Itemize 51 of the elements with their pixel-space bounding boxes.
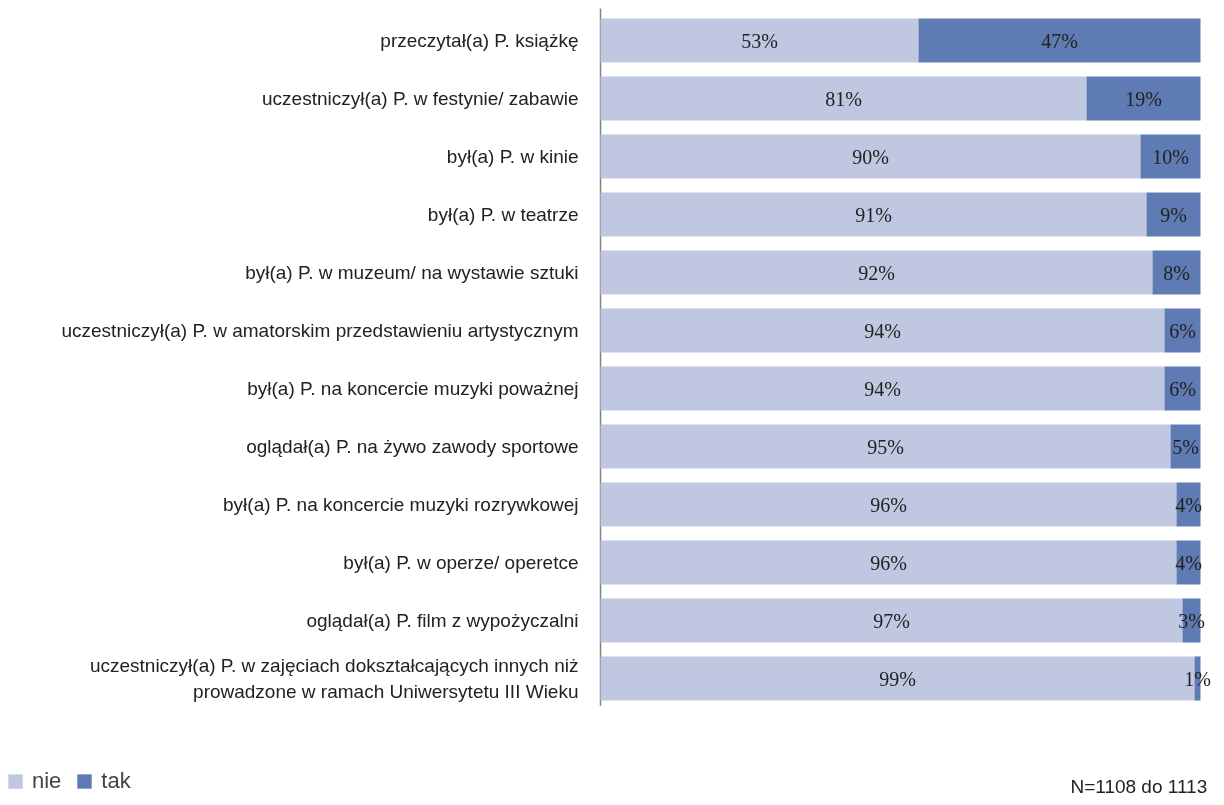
bar [1146, 192, 1201, 237]
data-label: 81% [825, 87, 862, 110]
data-label: 96% [870, 551, 907, 574]
data-label: 53% [741, 29, 778, 52]
data-label: 96% [870, 493, 907, 516]
y-tick-label: był(a) P. w muzeum/ na wystawie sztuki [245, 262, 579, 283]
y-tick-label: był(a) P. w operze/ operetce [343, 552, 579, 573]
y-tick-label: przeczytał(a) P. książkę [380, 30, 579, 51]
bar [600, 134, 1141, 179]
bar [600, 76, 1087, 121]
y-tick-label: był(a) P. na koncercie muzyki poważnej [247, 378, 579, 399]
bar [600, 540, 1177, 585]
bar [600, 366, 1165, 411]
bar [600, 424, 1171, 469]
bar [1140, 134, 1201, 179]
legend-label: tak [101, 768, 131, 794]
y-tick-label: uczestniczył(a) P. w zajęciach dokształcających innych niż prowadzone w ramach Uniwersytetu III Wieku [89, 654, 579, 703]
data-label: 47% [1041, 29, 1078, 52]
bar [1152, 250, 1201, 295]
bar [1086, 76, 1201, 121]
data-label: 99% [879, 667, 916, 690]
data-label: 6% [1169, 319, 1196, 342]
data-label: 1% [1184, 667, 1211, 690]
data-label: 10% [1152, 145, 1189, 168]
data-label: 90% [852, 145, 889, 168]
data-label: 94% [864, 377, 901, 400]
y-tick-label: oglądał(a) P. film z wypożyczalni [306, 610, 579, 631]
bar [600, 192, 1147, 237]
bar [600, 18, 919, 63]
data-label: 19% [1125, 87, 1162, 110]
data-label: 94% [864, 319, 901, 342]
data-label: 8% [1163, 261, 1190, 284]
text: N=1108 do 1113 [1070, 775, 1208, 797]
legend-label: nie [32, 768, 62, 794]
y-tick-label: uczestniczył(a) P. w amatorskim przedstawieniu artystycznym [61, 320, 579, 341]
data-label: 95% [867, 435, 904, 458]
data-label: 92% [858, 261, 895, 284]
y-tick-label: uczestniczył(a) P. w festynie/ zabawie [262, 88, 579, 109]
bar [918, 18, 1201, 63]
bar [600, 308, 1165, 353]
data-label: 5% [1172, 435, 1199, 458]
data-label: 97% [873, 609, 910, 632]
data-label: 91% [855, 203, 892, 226]
y-tick-label: był(a) P. w teatrze [427, 204, 579, 225]
y-tick-label: był(a) P. na koncercie muzyki rozrywkowej [223, 494, 579, 515]
bar [600, 250, 1153, 295]
y-tick-label: był(a) P. w kinie [446, 146, 579, 167]
y-tick-label: oglądał(a) P. na żywo zawody sportowe [246, 436, 579, 457]
bar [600, 482, 1177, 527]
data-label: 6% [1169, 377, 1196, 400]
data-label: 9% [1160, 203, 1187, 226]
